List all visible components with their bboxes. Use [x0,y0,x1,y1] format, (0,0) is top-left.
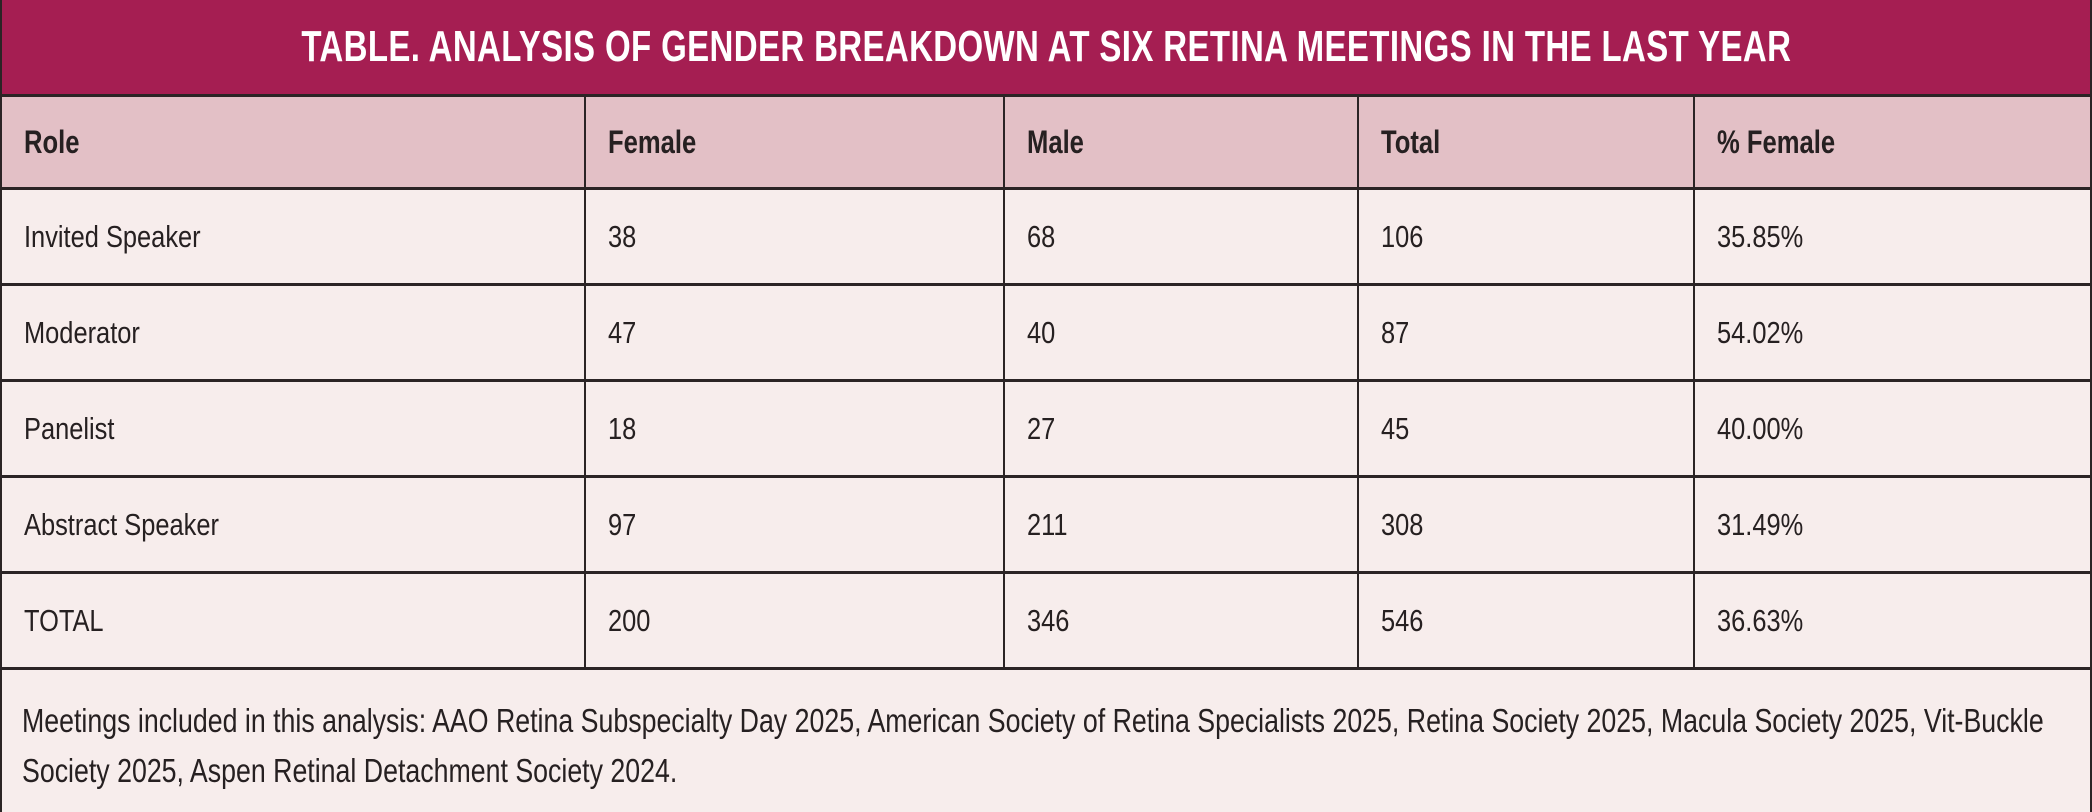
column-header-male-label: Male [1027,123,1084,160]
table-header-row: Role Female Male Total % Female [2,97,2090,190]
cell-pct-female: 36.63% [1693,574,2090,667]
cell-value: Moderator [24,314,140,350]
cell-role: Invited Speaker [2,190,584,283]
cell-total: 308 [1357,478,1693,571]
cell-pct-female: 31.49% [1693,478,2090,571]
cell-total: 106 [1357,190,1693,283]
table-title: TABLE. ANALYSIS OF GENDER BREAKDOWN AT S… [301,22,1791,71]
cell-value: 31.49% [1717,506,1804,542]
cell-value: 54.02% [1717,314,1804,350]
column-header-female-label: Female [608,123,697,160]
cell-role: Moderator [2,286,584,379]
cell-female: 18 [584,382,1003,475]
cell-value: 106 [1381,218,1424,254]
column-header-total: Total [1357,97,1693,187]
cell-value: 211 [1027,506,1068,542]
column-header-female: Female [584,97,1003,187]
table-row-invited-speaker: Invited Speaker 38 68 106 35.85% [2,190,2090,286]
cell-role: TOTAL [2,574,584,667]
cell-value: 35.85% [1717,218,1804,254]
cell-pct-female: 35.85% [1693,190,2090,283]
cell-value: 97 [608,506,637,542]
cell-female: 47 [584,286,1003,379]
table-row-total: TOTAL 200 346 546 36.63% [2,574,2090,670]
cell-value: TOTAL [24,602,104,638]
cell-value: 36.63% [1717,602,1804,638]
cell-value: 308 [1381,506,1424,542]
cell-pct-female: 40.00% [1693,382,2090,475]
cell-value: 40.00% [1717,410,1804,446]
cell-value: 47 [608,314,637,350]
column-header-total-label: Total [1381,123,1441,160]
table-title-bar: TABLE. ANALYSIS OF GENDER BREAKDOWN AT S… [2,0,2090,97]
cell-total: 546 [1357,574,1693,667]
cell-male: 40 [1003,286,1357,379]
cell-male: 211 [1003,478,1357,571]
cell-value: Invited Speaker [24,218,201,254]
cell-value: 87 [1381,314,1410,350]
cell-value: Abstract Speaker [24,506,219,542]
cell-female: 38 [584,190,1003,283]
table-row-moderator: Moderator 47 40 87 54.02% [2,286,2090,382]
footnote-text: Meetings included in this analysis: AAO … [22,702,2044,789]
cell-role: Abstract Speaker [2,478,584,571]
column-header-male: Male [1003,97,1357,187]
cell-total: 87 [1357,286,1693,379]
cell-female: 200 [584,574,1003,667]
column-header-pct-female-label: % Female [1717,123,1836,160]
cell-value: 38 [608,218,637,254]
cell-value: 27 [1027,410,1056,446]
cell-value: 546 [1381,602,1424,638]
table-row-panelist: Panelist 18 27 45 40.00% [2,382,2090,478]
cell-female: 97 [584,478,1003,571]
cell-value: 200 [608,602,651,638]
cell-value: 346 [1027,602,1070,638]
cell-total: 45 [1357,382,1693,475]
table-footnote: Meetings included in this analysis: AAO … [2,670,2090,812]
cell-male: 68 [1003,190,1357,283]
column-header-role-label: Role [24,123,80,160]
cell-value: 40 [1027,314,1056,350]
cell-value: Panelist [24,410,115,446]
cell-male: 27 [1003,382,1357,475]
cell-value: 18 [608,410,637,446]
column-header-role: Role [2,97,584,187]
column-header-pct-female: % Female [1693,97,2090,187]
cell-role: Panelist [2,382,584,475]
cell-value: 45 [1381,410,1410,446]
cell-pct-female: 54.02% [1693,286,2090,379]
cell-value: 68 [1027,218,1056,254]
table-row-abstract-speaker: Abstract Speaker 97 211 308 31.49% [2,478,2090,574]
cell-male: 346 [1003,574,1357,667]
